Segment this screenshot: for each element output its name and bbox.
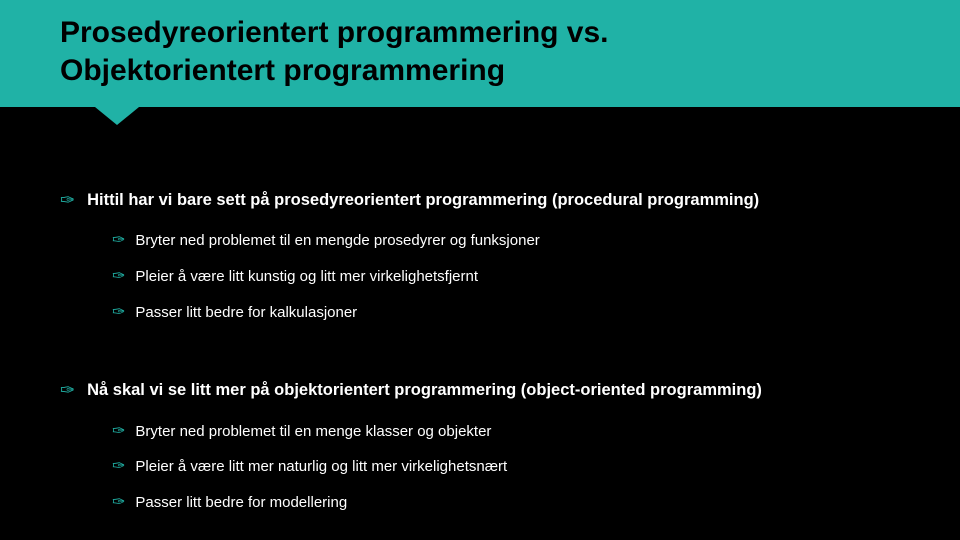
bullet-text: Nå skal vi se litt mer på objektorienter…	[87, 379, 762, 402]
title-line-1: Prosedyreorientert programmering vs.	[60, 16, 609, 49]
flourish-bullet-icon: ✑	[60, 189, 75, 212]
slide-content: ✑ Hittil har vi bare sett på prosedyreor…	[0, 107, 960, 513]
sub-bullet-text: Pleier å være litt kunstig og litt mer v…	[135, 266, 478, 287]
sub-bullet-text: Bryter ned problemet til en menge klasse…	[135, 421, 491, 442]
slide-title: Prosedyreorientert programmering vs. Obj…	[60, 14, 900, 89]
flourish-bullet-icon: ✑	[112, 421, 125, 443]
flourish-bullet-icon: ✑	[112, 302, 125, 324]
bullet-item: ✑ Hittil har vi bare sett på prosedyreor…	[60, 189, 900, 212]
flourish-bullet-icon: ✑	[112, 266, 125, 288]
header-notch-icon	[95, 107, 139, 125]
flourish-bullet-icon: ✑	[60, 379, 75, 402]
sub-bullet-text: Bryter ned problemet til en mengde prose…	[135, 230, 539, 251]
sub-bullet-text: Passer litt bedre for kalkulasjoner	[135, 302, 357, 323]
sub-bullet-item: ✑ Passer litt bedre for modellering	[112, 492, 900, 514]
sub-bullet-item: ✑ Passer litt bedre for kalkulasjoner	[112, 302, 900, 324]
title-line-2: Objektorientert programmering	[60, 54, 505, 87]
sub-bullet-text: Passer litt bedre for modellering	[135, 492, 347, 513]
sub-bullet-item: ✑ Pleier å være litt kunstig og litt mer…	[112, 266, 900, 288]
flourish-bullet-icon: ✑	[112, 492, 125, 514]
flourish-bullet-icon: ✑	[112, 230, 125, 252]
bullet-item: ✑ Nå skal vi se litt mer på objektorient…	[60, 379, 900, 402]
bullet-text: Hittil har vi bare sett på prosedyreorie…	[87, 189, 759, 212]
slide-header: Prosedyreorientert programmering vs. Obj…	[0, 0, 960, 107]
sub-bullet-text: Pleier å være litt mer naturlig og litt …	[135, 456, 507, 477]
flourish-bullet-icon: ✑	[112, 456, 125, 478]
sub-bullet-item: ✑ Pleier å være litt mer naturlig og lit…	[112, 456, 900, 478]
sub-bullet-item: ✑ Bryter ned problemet til en mengde pro…	[112, 230, 900, 252]
sub-bullet-item: ✑ Bryter ned problemet til en menge klas…	[112, 421, 900, 443]
